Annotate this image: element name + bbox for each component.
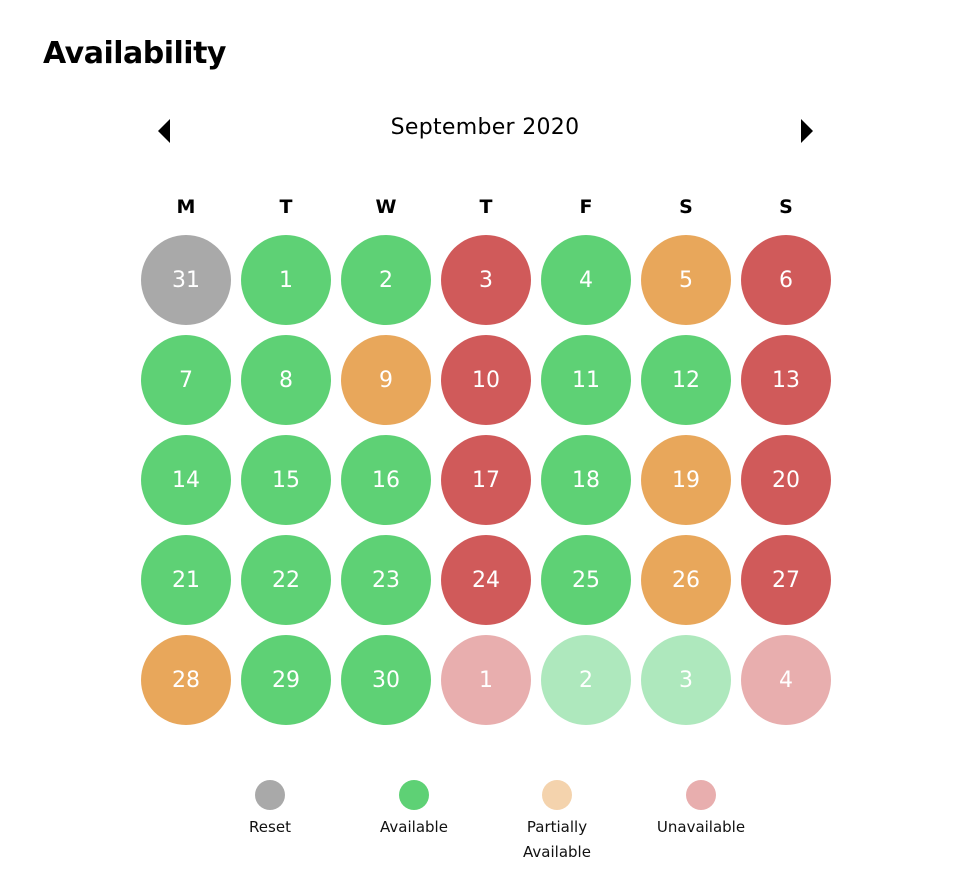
weekday-label: M xyxy=(176,196,196,218)
calendar-day[interactable]: 1 xyxy=(441,635,531,725)
calendar-day[interactable]: 19 xyxy=(641,435,731,525)
calendar-day[interactable]: 3 xyxy=(641,635,731,725)
calendar-day[interactable]: 6 xyxy=(741,235,831,325)
calendar-day[interactable]: 4 xyxy=(741,635,831,725)
calendar-day[interactable]: 4 xyxy=(541,235,631,325)
calendar-day[interactable]: 18 xyxy=(541,435,631,525)
calendar-day[interactable]: 22 xyxy=(241,535,331,625)
weekday-label: T xyxy=(479,196,493,218)
chevron-right-icon xyxy=(801,119,813,143)
calendar-day[interactable]: 8 xyxy=(241,335,331,425)
page-title: Availability xyxy=(43,36,226,71)
weekday-label: F xyxy=(579,196,593,218)
calendar-day[interactable]: 7 xyxy=(141,335,231,425)
weekday-label: T xyxy=(279,196,293,218)
legend-item-reset: Reset xyxy=(200,780,340,840)
calendar-day[interactable]: 2 xyxy=(341,235,431,325)
calendar-day[interactable]: 23 xyxy=(341,535,431,625)
legend-label: Reset xyxy=(249,818,291,836)
calendar-day[interactable]: 9 xyxy=(341,335,431,425)
legend-label: Available xyxy=(380,818,448,836)
calendar-day[interactable]: 28 xyxy=(141,635,231,725)
calendar-day[interactable]: 30 xyxy=(341,635,431,725)
calendar-day[interactable]: 10 xyxy=(441,335,531,425)
prev-month-button[interactable] xyxy=(152,118,176,144)
calendar-day[interactable]: 26 xyxy=(641,535,731,625)
legend-swatch xyxy=(542,780,572,810)
weekday-label: S xyxy=(679,196,693,218)
calendar-day[interactable]: 31 xyxy=(141,235,231,325)
legend-swatch xyxy=(255,780,285,810)
calendar-day[interactable]: 29 xyxy=(241,635,331,725)
next-month-button[interactable] xyxy=(795,118,819,144)
legend-swatch xyxy=(686,780,716,810)
calendar-day[interactable]: 5 xyxy=(641,235,731,325)
weekday-label: W xyxy=(375,196,397,218)
calendar-day[interactable]: 15 xyxy=(241,435,331,525)
legend-label: Unavailable xyxy=(656,818,746,836)
calendar-day[interactable]: 12 xyxy=(641,335,731,425)
calendar-day[interactable]: 2 xyxy=(541,635,631,725)
calendar-day[interactable]: 27 xyxy=(741,535,831,625)
weekday-header: M T W T F S S xyxy=(141,196,841,222)
legend-item-unavailable: Unavailable xyxy=(631,780,771,840)
legend-item-partially-available: Partially Available xyxy=(487,780,627,865)
calendar-grid: 31 1 2 3 4 5 6 7 8 9 10 11 12 13 14 15 16 17 18 19 20 21 22 23 2… xyxy=(141,235,841,725)
month-label: September 2020 xyxy=(390,115,580,140)
calendar-day[interactable]: 11 xyxy=(541,335,631,425)
calendar-day[interactable]: 25 xyxy=(541,535,631,625)
legend-item-available: Available xyxy=(344,780,484,840)
calendar-day[interactable]: 3 xyxy=(441,235,531,325)
calendar-day[interactable]: 13 xyxy=(741,335,831,425)
chevron-left-icon xyxy=(158,119,170,143)
calendar-day[interactable]: 20 xyxy=(741,435,831,525)
legend-swatch xyxy=(399,780,429,810)
calendar-day[interactable]: 21 xyxy=(141,535,231,625)
calendar-day[interactable]: 14 xyxy=(141,435,231,525)
calendar-day[interactable]: 17 xyxy=(441,435,531,525)
calendar-day[interactable]: 1 xyxy=(241,235,331,325)
weekday-label: S xyxy=(779,196,793,218)
calendar-day[interactable]: 16 xyxy=(341,435,431,525)
legend: Reset Available Partially Available Unav… xyxy=(0,780,972,880)
calendar-day[interactable]: 24 xyxy=(441,535,531,625)
legend-label: Partially Available xyxy=(523,818,591,861)
